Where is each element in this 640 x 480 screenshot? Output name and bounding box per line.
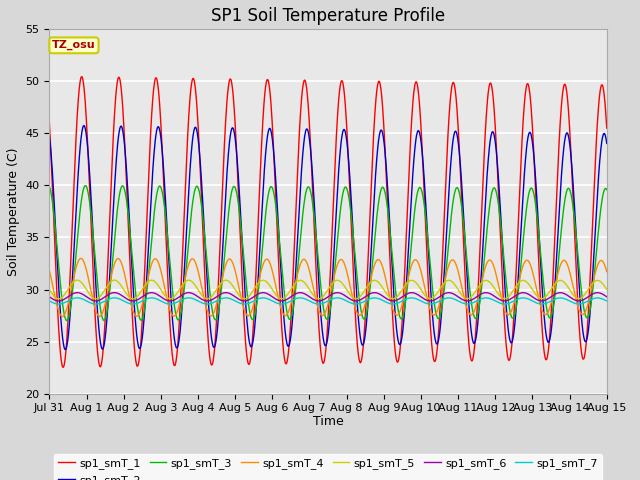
Line: sp1_smT_5: sp1_smT_5 xyxy=(49,280,607,299)
sp1_smT_6 xyxy=(170,297,178,303)
sp1_smT_5 xyxy=(603,287,611,292)
sp1_smT_2 xyxy=(603,141,611,146)
sp1_smT_6 xyxy=(157,294,164,300)
sp1_smT_3 xyxy=(157,184,164,190)
sp1_smT_2 xyxy=(232,148,240,154)
sp1_smT_6 xyxy=(603,294,611,300)
sp1_smT_2 xyxy=(538,272,545,278)
sp1_smT_1 xyxy=(59,364,67,370)
sp1_smT_7 xyxy=(170,300,178,306)
sp1_smT_6 xyxy=(488,292,496,298)
sp1_smT_5 xyxy=(538,296,545,301)
Line: sp1_smT_1: sp1_smT_1 xyxy=(49,77,607,367)
sp1_smT_1 xyxy=(488,85,496,91)
sp1_smT_3 xyxy=(538,258,545,264)
sp1_smT_4 xyxy=(170,313,178,319)
sp1_smT_2 xyxy=(157,132,164,138)
sp1_smT_1 xyxy=(77,74,85,80)
sp1_smT_2 xyxy=(80,123,88,129)
sp1_smT_7 xyxy=(603,298,611,304)
Text: TZ_osu: TZ_osu xyxy=(52,40,96,50)
sp1_smT_6 xyxy=(415,293,423,299)
sp1_smT_1 xyxy=(45,119,53,125)
sp1_smT_2 xyxy=(61,347,69,352)
sp1_smT_7 xyxy=(488,297,496,302)
sp1_smT_6 xyxy=(45,294,53,300)
sp1_smT_4 xyxy=(45,267,53,273)
sp1_smT_4 xyxy=(415,263,423,268)
sp1_smT_6 xyxy=(232,295,240,300)
sp1_smT_3 xyxy=(81,183,89,189)
Line: sp1_smT_6: sp1_smT_6 xyxy=(49,293,607,301)
sp1_smT_6 xyxy=(538,298,545,304)
sp1_smT_4 xyxy=(603,269,611,275)
X-axis label: Time: Time xyxy=(313,415,344,428)
sp1_smT_6 xyxy=(74,290,81,296)
Line: sp1_smT_2: sp1_smT_2 xyxy=(49,126,607,349)
Line: sp1_smT_3: sp1_smT_3 xyxy=(49,186,607,321)
Line: sp1_smT_7: sp1_smT_7 xyxy=(49,298,607,304)
sp1_smT_5 xyxy=(45,287,53,292)
sp1_smT_5 xyxy=(232,288,240,294)
sp1_smT_1 xyxy=(415,98,423,104)
sp1_smT_2 xyxy=(488,129,496,135)
sp1_smT_1 xyxy=(538,312,545,318)
Y-axis label: Soil Temperature (C): Soil Temperature (C) xyxy=(7,147,20,276)
sp1_smT_2 xyxy=(170,334,178,339)
sp1_smT_3 xyxy=(488,189,496,194)
sp1_smT_5 xyxy=(55,296,63,302)
sp1_smT_3 xyxy=(63,318,70,324)
sp1_smT_5 xyxy=(415,284,423,290)
sp1_smT_3 xyxy=(603,187,611,192)
sp1_smT_3 xyxy=(45,184,53,190)
sp1_smT_5 xyxy=(488,282,496,288)
sp1_smT_1 xyxy=(157,115,164,121)
sp1_smT_4 xyxy=(538,305,545,311)
sp1_smT_2 xyxy=(45,133,53,139)
Line: sp1_smT_4: sp1_smT_4 xyxy=(49,258,607,316)
sp1_smT_7 xyxy=(45,298,53,304)
sp1_smT_4 xyxy=(157,266,164,272)
sp1_smT_3 xyxy=(232,189,240,195)
sp1_smT_1 xyxy=(603,125,611,131)
sp1_smT_4 xyxy=(488,259,496,265)
sp1_smT_7 xyxy=(538,301,545,307)
sp1_smT_7 xyxy=(74,295,81,301)
sp1_smT_5 xyxy=(74,277,81,283)
sp1_smT_4 xyxy=(232,273,240,279)
sp1_smT_4 xyxy=(77,255,85,261)
sp1_smT_2 xyxy=(415,129,423,135)
Legend: sp1_smT_1, sp1_smT_2, sp1_smT_3, sp1_smT_4, sp1_smT_5, sp1_smT_6, sp1_smT_7: sp1_smT_1, sp1_smT_2, sp1_smT_3, sp1_smT… xyxy=(54,454,602,480)
sp1_smT_1 xyxy=(170,362,178,368)
sp1_smT_7 xyxy=(157,298,164,304)
Title: SP1 Soil Temperature Profile: SP1 Soil Temperature Profile xyxy=(211,7,445,25)
sp1_smT_5 xyxy=(170,294,178,300)
sp1_smT_7 xyxy=(415,297,423,303)
sp1_smT_5 xyxy=(157,286,164,292)
sp1_smT_3 xyxy=(415,185,423,191)
sp1_smT_6 xyxy=(55,298,63,304)
sp1_smT_3 xyxy=(170,301,178,307)
sp1_smT_1 xyxy=(232,146,240,152)
sp1_smT_4 xyxy=(59,313,67,319)
sp1_smT_7 xyxy=(232,299,240,304)
sp1_smT_7 xyxy=(55,301,63,307)
